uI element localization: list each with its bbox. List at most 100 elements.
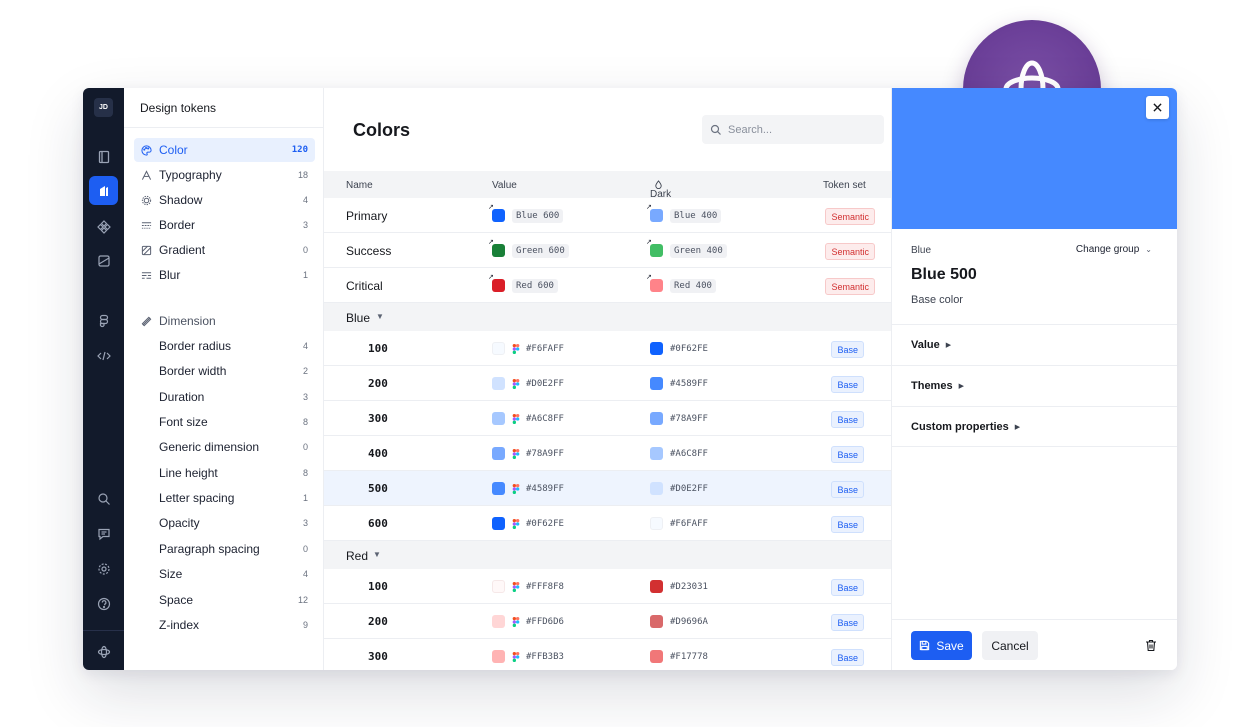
dark-alias: Red 400 [670, 278, 716, 293]
image-icon[interactable] [89, 246, 118, 275]
tokens-icon[interactable] [89, 176, 118, 205]
dark-chip[interactable]: #D23031 [650, 578, 708, 595]
search-box[interactable] [702, 115, 884, 144]
hex-value: #A6C8FF [670, 448, 708, 459]
sidebar-item-space[interactable]: Space 12 [134, 588, 315, 612]
dark-chip[interactable]: #D9696A [650, 613, 708, 630]
column-header-name[interactable]: Name [346, 180, 373, 191]
token-name: 300 [368, 412, 388, 425]
close-button[interactable] [1146, 96, 1169, 119]
sidebar-item-duration[interactable]: Duration 3 [134, 385, 315, 409]
sidebar-item-opacity[interactable]: Opacity 3 [134, 511, 315, 535]
value-alias-chip[interactable]: ↗ Green 600 [488, 239, 569, 259]
avatar[interactable]: JD [94, 98, 113, 117]
section-custom-properties[interactable]: Custom properties ▶ [892, 406, 1177, 447]
caret-right-icon: ▶ [945, 342, 952, 349]
column-header-dark-label: Dark [650, 189, 672, 200]
value-chip[interactable]: #D0E2FF [492, 375, 564, 392]
table-row[interactable]: 300 #A6C8FF #78A9FF Base [324, 401, 891, 436]
sidebar-item-label: Blur [159, 268, 181, 282]
dark-chip[interactable]: #F6FAFF [650, 515, 708, 532]
dark-chip[interactable]: #A6C8FF [650, 445, 708, 462]
comment-icon[interactable] [89, 519, 118, 548]
book-icon[interactable] [89, 142, 118, 171]
dark-chip[interactable]: #4589FF [650, 375, 708, 392]
table-row[interactable]: 100 #F6FAFF #0F62FE Base [324, 331, 891, 366]
sidebar-item-label: Opacity [159, 516, 200, 530]
sidebar-item-blur[interactable]: Blur 1 [134, 263, 315, 287]
dark-alias-chip[interactable]: ↗ Green 400 [646, 239, 727, 259]
sidebar-item-count: 4 [302, 569, 308, 579]
value-chip[interactable]: #FFD6D6 [492, 613, 564, 630]
change-group-dropdown[interactable]: Change group ⌄ [1076, 244, 1152, 255]
table-row[interactable]: Success ↗ Green 600 ↗ Green 400 Semantic [324, 233, 891, 268]
sidebar-item-color[interactable]: Color 120 [134, 138, 315, 162]
sidebar-item-z-index[interactable]: Z-index 9 [134, 613, 315, 637]
value-alias-chip[interactable]: ↗ Red 600 [488, 274, 558, 294]
components-icon[interactable] [89, 212, 118, 241]
figma-icon[interactable] [89, 306, 118, 335]
token-set-badge: Base [831, 446, 864, 463]
sidebar-item-shadow[interactable]: Shadow 4 [134, 188, 315, 212]
section-value[interactable]: Value ▶ [892, 324, 1177, 365]
value-chip[interactable]: #4589FF [492, 480, 564, 497]
color-swatch [650, 412, 663, 425]
sidebar-item-border-radius[interactable]: Border radius 4 [134, 334, 315, 358]
table-row[interactable]: Critical ↗ Red 600 ↗ Red 400 Semantic [324, 268, 891, 303]
column-header-value[interactable]: Value [492, 180, 517, 191]
dark-alias-chip[interactable]: ↗ Red 400 [646, 274, 716, 294]
value-chip[interactable]: #78A9FF [492, 445, 564, 462]
link-icon: ↗ [646, 239, 652, 246]
help-icon[interactable] [89, 589, 118, 618]
sidebar-item-border-width[interactable]: Border width 2 [134, 359, 315, 383]
sidebar-item-letter-spacing[interactable]: Letter spacing 1 [134, 486, 315, 510]
group-header-red[interactable]: Red ▼ [324, 541, 891, 569]
group-header-blue[interactable]: Blue ▼ [324, 303, 891, 331]
logo-icon[interactable] [89, 637, 118, 666]
sidebar-item-size[interactable]: Size 4 [134, 562, 315, 586]
value-chip[interactable]: #F6FAFF [492, 340, 564, 357]
table-row[interactable]: 200 #FFD6D6 #D9696A Base [324, 604, 891, 639]
sidebar-item-font-size[interactable]: Font size 8 [134, 410, 315, 434]
column-header-token-set[interactable]: Token set [823, 180, 866, 191]
dark-chip[interactable]: #F17778 [650, 648, 708, 665]
dark-alias-chip[interactable]: ↗ Blue 400 [646, 204, 722, 224]
section-themes[interactable]: Themes ▶ [892, 365, 1177, 406]
sidebar-item-gradient[interactable]: Gradient 0 [134, 238, 315, 262]
table-row[interactable]: 400 #78A9FF #A6C8FF Base [324, 436, 891, 471]
search-icon[interactable] [89, 484, 118, 513]
table-row[interactable]: 100 #FFF8F8 #D23031 Base [324, 569, 891, 604]
table-row[interactable]: 200 #D0E2FF #4589FF Base [324, 366, 891, 401]
table-row[interactable]: 300 #FFB3B3 #F17778 Base [324, 639, 891, 670]
dark-chip[interactable]: #78A9FF [650, 410, 708, 427]
save-button[interactable]: Save [911, 631, 972, 660]
search-input[interactable] [728, 123, 868, 136]
value-alias-chip[interactable]: ↗ Blue 600 [488, 204, 564, 224]
avatar-initials: JD [99, 104, 108, 111]
dark-chip[interactable]: #D0E2FF [650, 480, 708, 497]
sidebar-item-paragraph-spacing[interactable]: Paragraph spacing 0 [134, 537, 315, 561]
table-row[interactable]: 600 #0F62FE #F6FAFF Base [324, 506, 891, 541]
value-chip[interactable]: #A6C8FF [492, 410, 564, 427]
sidebar-item-border[interactable]: Border 3 [134, 213, 315, 237]
sidebar-item-line-height[interactable]: Line height 8 [134, 461, 315, 485]
save-label: Save [936, 638, 964, 653]
sidebar-item-typography[interactable]: Typography 18 [134, 163, 315, 187]
color-swatch [650, 447, 663, 460]
value-chip[interactable]: #0F62FE [492, 515, 564, 532]
sidebar-group-dimension[interactable]: Dimension [134, 309, 315, 333]
token-detail-panel: Blue Change group ⌄ Blue 500 Base color V… [891, 88, 1177, 670]
value-chip[interactable]: #FFF8F8 [492, 578, 564, 595]
dark-chip[interactable]: #0F62FE [650, 340, 708, 357]
column-header-dark[interactable]: Dark [650, 180, 671, 200]
chevron-down-icon: ▼ [376, 312, 384, 321]
token-name: Primary [346, 209, 388, 223]
value-chip[interactable]: #FFB3B3 [492, 648, 564, 665]
code-icon[interactable] [89, 341, 118, 370]
cancel-button[interactable]: Cancel [982, 631, 1038, 660]
trash-icon[interactable] [1145, 639, 1157, 652]
settings-icon[interactable] [89, 554, 118, 583]
table-row[interactable]: Primary ↗ Blue 600 ↗ Blue 400 Semantic [324, 198, 891, 233]
table-row-selected[interactable]: 500 #4589FF #D0E2FF Base [324, 471, 891, 506]
sidebar-item-generic-dimension[interactable]: Generic dimension 0 [134, 435, 315, 459]
